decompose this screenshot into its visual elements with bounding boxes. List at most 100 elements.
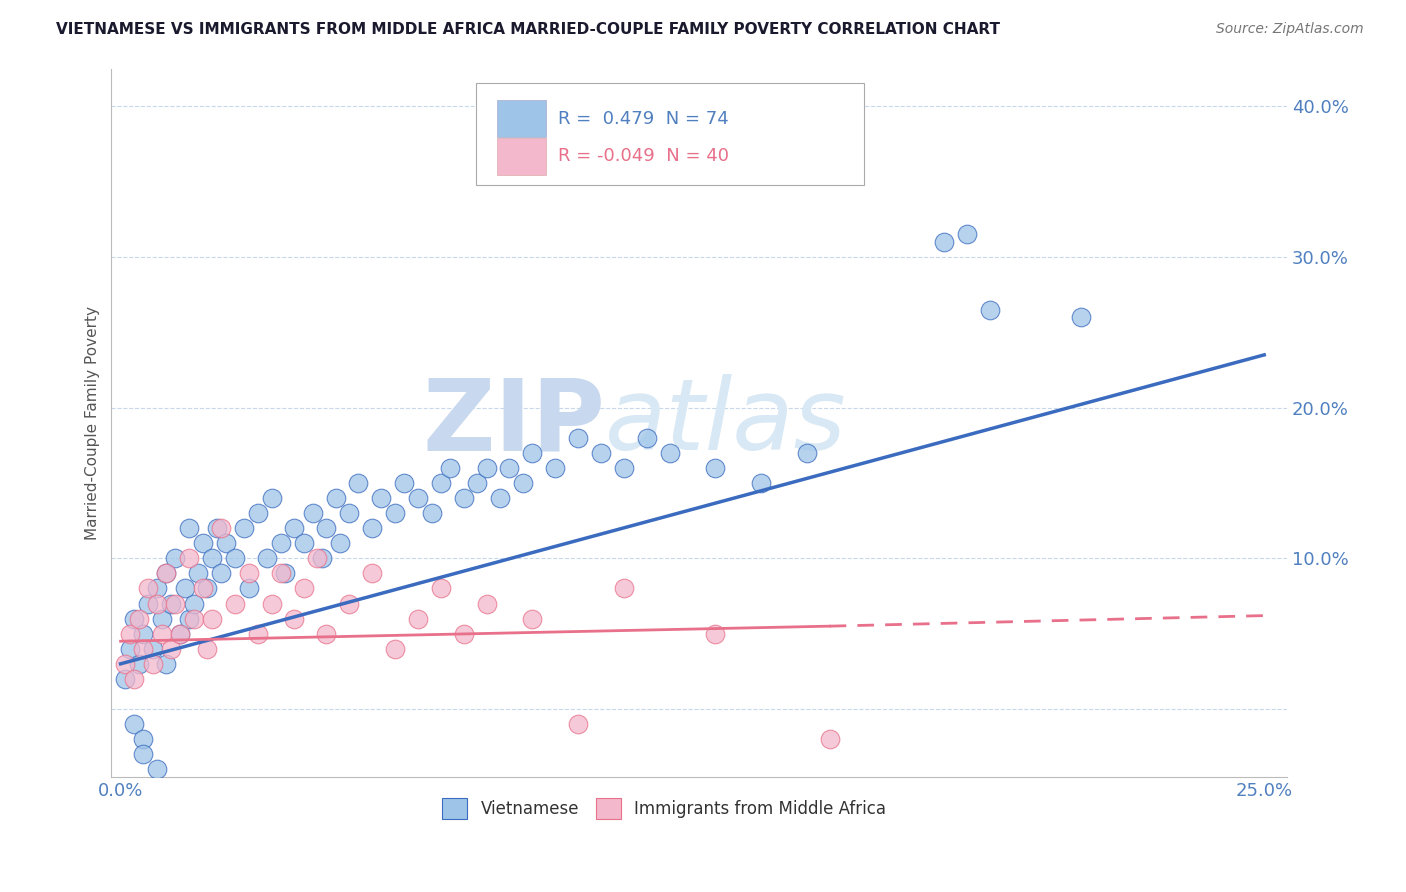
Point <box>315 626 337 640</box>
Point <box>183 597 205 611</box>
Point <box>270 536 292 550</box>
Point <box>453 626 475 640</box>
Point <box>197 582 219 596</box>
Point <box>169 626 191 640</box>
Point <box>589 446 612 460</box>
Text: R = -0.049  N = 40: R = -0.049 N = 40 <box>558 147 730 165</box>
Point <box>292 582 315 596</box>
Point <box>430 475 453 490</box>
Point <box>201 612 224 626</box>
Point <box>260 597 283 611</box>
Point <box>658 446 681 460</box>
Point <box>818 732 841 747</box>
Point <box>704 626 727 640</box>
Point <box>169 626 191 640</box>
Point <box>132 626 155 640</box>
Point <box>283 521 305 535</box>
FancyBboxPatch shape <box>475 83 863 186</box>
Text: atlas: atlas <box>605 374 846 471</box>
Point <box>215 536 238 550</box>
Point <box>512 475 534 490</box>
Point <box>1070 310 1092 325</box>
Point <box>142 657 165 671</box>
Point <box>155 657 177 671</box>
Point <box>136 582 159 596</box>
Point <box>283 612 305 626</box>
Legend: Vietnamese, Immigrants from Middle Africa: Vietnamese, Immigrants from Middle Afric… <box>436 791 893 825</box>
Point <box>544 461 567 475</box>
Point <box>384 641 406 656</box>
Point <box>384 506 406 520</box>
Point <box>337 597 360 611</box>
Point <box>197 641 219 656</box>
Point <box>179 612 201 626</box>
Point <box>146 582 169 596</box>
Point <box>361 566 384 581</box>
Point <box>187 566 209 581</box>
Point <box>165 551 187 566</box>
Point <box>979 302 1001 317</box>
Point <box>124 672 146 686</box>
Point <box>406 491 429 505</box>
Point <box>124 612 146 626</box>
Point <box>956 227 979 242</box>
Point <box>142 641 165 656</box>
Point <box>522 446 544 460</box>
Point <box>224 597 246 611</box>
Point <box>567 717 589 731</box>
Point <box>246 626 269 640</box>
Point <box>150 626 173 640</box>
Point <box>146 597 169 611</box>
Point <box>132 732 155 747</box>
Point <box>128 612 150 626</box>
Point <box>489 491 512 505</box>
Point <box>613 582 636 596</box>
Point <box>256 551 278 566</box>
Point <box>337 506 360 520</box>
Point <box>191 582 214 596</box>
Point <box>136 597 159 611</box>
FancyBboxPatch shape <box>498 101 547 137</box>
Point <box>118 626 141 640</box>
Point <box>430 582 453 596</box>
Point <box>292 536 315 550</box>
Point <box>347 475 370 490</box>
Point <box>238 566 260 581</box>
Point <box>260 491 283 505</box>
FancyBboxPatch shape <box>498 138 547 175</box>
Text: ZIP: ZIP <box>422 374 605 471</box>
Point <box>128 657 150 671</box>
Point <box>475 597 498 611</box>
Point <box>522 612 544 626</box>
Text: R =  0.479  N = 74: R = 0.479 N = 74 <box>558 110 728 128</box>
Point <box>392 475 415 490</box>
Point <box>311 551 333 566</box>
Point <box>118 641 141 656</box>
Point <box>179 521 201 535</box>
Point <box>315 521 337 535</box>
Point <box>114 657 136 671</box>
Point <box>325 491 347 505</box>
Point <box>406 612 429 626</box>
Point <box>567 431 589 445</box>
Point <box>150 612 173 626</box>
Point <box>191 536 214 550</box>
Point <box>749 475 772 490</box>
Point <box>224 551 246 566</box>
Point <box>146 762 169 776</box>
Point <box>475 461 498 475</box>
Point <box>132 641 155 656</box>
Point <box>370 491 392 505</box>
Point <box>205 521 228 535</box>
Point <box>165 597 187 611</box>
Point <box>270 566 292 581</box>
Point <box>329 536 352 550</box>
Point <box>183 612 205 626</box>
Point <box>155 566 177 581</box>
Text: VIETNAMESE VS IMMIGRANTS FROM MIDDLE AFRICA MARRIED-COUPLE FAMILY POVERTY CORREL: VIETNAMESE VS IMMIGRANTS FROM MIDDLE AFR… <box>56 22 1000 37</box>
Point <box>132 747 155 762</box>
Point <box>420 506 443 520</box>
Point <box>114 672 136 686</box>
Point <box>796 446 818 460</box>
Point <box>613 461 636 475</box>
